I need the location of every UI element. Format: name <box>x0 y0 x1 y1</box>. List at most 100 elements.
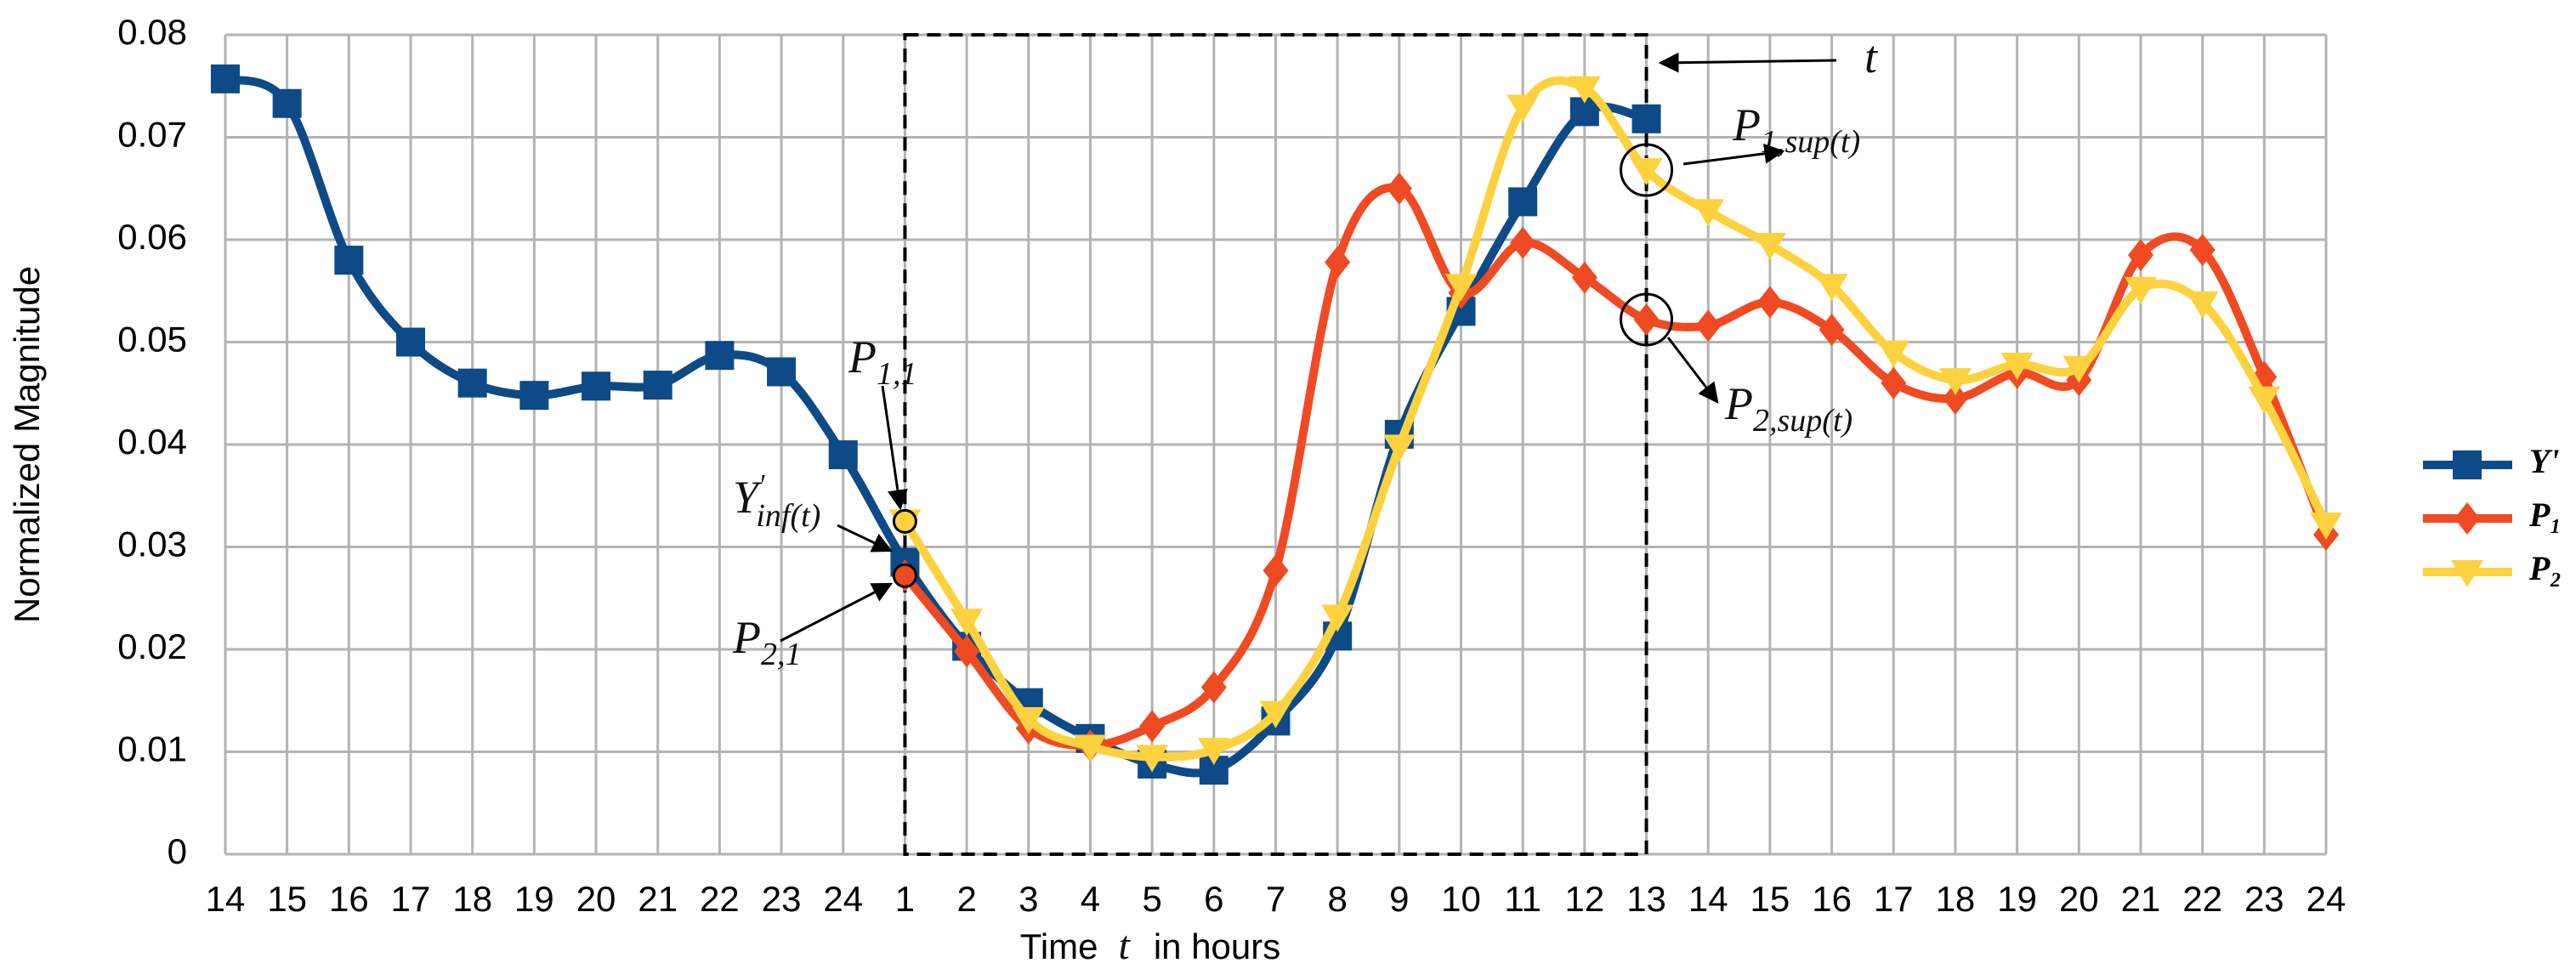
x-axis-label: Time t in hours <box>1020 923 1281 968</box>
legend-marker <box>2451 560 2483 587</box>
marker <box>334 246 364 275</box>
x-tick-label: 17 <box>391 879 431 919</box>
marker <box>1386 172 1412 205</box>
marker <box>1756 286 1783 319</box>
x-tick-label: 2 <box>956 879 976 919</box>
annotation: P2,sup(t) <box>1724 378 1853 439</box>
marker <box>1321 604 1354 632</box>
x-tick-label: 3 <box>1018 879 1038 919</box>
x-tick-label: 16 <box>329 879 369 919</box>
annotation-arrow <box>1682 143 1785 166</box>
marker <box>1506 94 1540 122</box>
x-tick-label: 4 <box>1081 879 1100 919</box>
x-tick-label: 19 <box>514 879 554 919</box>
x-label-var: t <box>1119 923 1132 968</box>
x-tick-label: 15 <box>1750 879 1790 919</box>
marker <box>2186 291 2219 319</box>
annotation-text: P <box>732 612 761 663</box>
y-tick-label: 0.04 <box>117 422 187 462</box>
x-tick-label: 7 <box>1266 879 1285 919</box>
x-tick-label: 20 <box>576 879 616 919</box>
marker <box>1382 434 1416 462</box>
marker <box>2127 239 2153 272</box>
x-tick-label: 13 <box>1626 879 1666 919</box>
annotation-arrow <box>1658 52 1837 73</box>
marker <box>705 341 735 371</box>
marker <box>2248 386 2281 414</box>
marker <box>1819 314 1845 347</box>
x-tick-label: 5 <box>1142 879 1161 919</box>
annotation-text: P <box>1724 378 1753 429</box>
x-tick-label: 24 <box>823 879 863 919</box>
marker <box>950 609 984 637</box>
legend-label: Y' <box>2529 442 2560 480</box>
marker <box>519 381 549 411</box>
annotation-sup: ' <box>758 469 765 501</box>
marker <box>1571 261 1597 294</box>
x-tick-label: 19 <box>1997 879 2037 919</box>
marker <box>1753 233 1786 261</box>
annotation-arrow <box>881 385 908 511</box>
annotation-text: P <box>1732 99 1761 150</box>
marker <box>1508 187 1538 217</box>
marker <box>1568 76 1601 104</box>
marker <box>1630 158 1663 186</box>
annotation-arrow <box>837 524 894 552</box>
x-tick-label: 12 <box>1565 879 1605 919</box>
x-tick-label: 16 <box>1812 879 1852 919</box>
annotation-text: Y <box>733 472 763 523</box>
annotation: P1,1 <box>848 331 917 392</box>
y-tick-label: 0.08 <box>117 12 187 52</box>
marker <box>643 371 672 400</box>
marker <box>1815 274 1848 302</box>
marker <box>1136 745 1169 773</box>
series-line <box>901 76 2330 762</box>
x-tick-label: 14 <box>1688 879 1728 919</box>
marker <box>211 64 240 93</box>
y-tick-label: 0.06 <box>117 217 187 257</box>
y-tick-label: 0.05 <box>117 320 187 360</box>
marker <box>1942 382 1968 415</box>
marker <box>582 371 611 401</box>
x-tick-label: 20 <box>2059 879 2099 919</box>
x-tick-label: 10 <box>1441 879 1481 919</box>
annotation-arrow <box>780 582 894 643</box>
marker <box>767 357 797 387</box>
x-tick-label: 23 <box>2244 879 2284 919</box>
annotation: Y' inf(t) <box>733 469 820 534</box>
marker <box>457 368 487 398</box>
x-tick-label: 18 <box>452 879 492 919</box>
marker <box>2000 353 2034 381</box>
x-tick-label: 1 <box>895 879 915 919</box>
annotation-sub: 1,sup(t) <box>1761 124 1860 160</box>
x-tick-label: 8 <box>1327 879 1347 919</box>
callout-circle <box>1620 143 1674 197</box>
marker <box>2124 276 2157 304</box>
marker <box>1510 226 1536 259</box>
legend-marker <box>2454 502 2480 535</box>
x-tick-label: 23 <box>762 879 802 919</box>
legend-marker <box>2453 450 2482 479</box>
marker <box>1938 368 1972 396</box>
highlight-window <box>903 33 1648 856</box>
y-tick-label: 0.02 <box>117 626 187 666</box>
series-line <box>901 183 2330 751</box>
marker <box>2189 234 2216 267</box>
y-tick-label: 0.07 <box>117 115 187 155</box>
annotation-arrow <box>1666 337 1719 404</box>
annotation-text: P <box>848 331 877 382</box>
x-tick-label: 21 <box>2121 879 2161 919</box>
marker <box>1139 710 1166 743</box>
marker <box>1197 738 1230 766</box>
marker <box>2310 512 2342 540</box>
marker <box>1881 366 1907 399</box>
marker <box>954 635 980 668</box>
x-label-part: Time <box>1020 926 1098 966</box>
series-line <box>224 74 1648 778</box>
annotation: P1,sup(t) <box>1732 99 1860 160</box>
annotation-text: t <box>1864 31 1879 82</box>
x-tick-label: 6 <box>1204 879 1223 919</box>
